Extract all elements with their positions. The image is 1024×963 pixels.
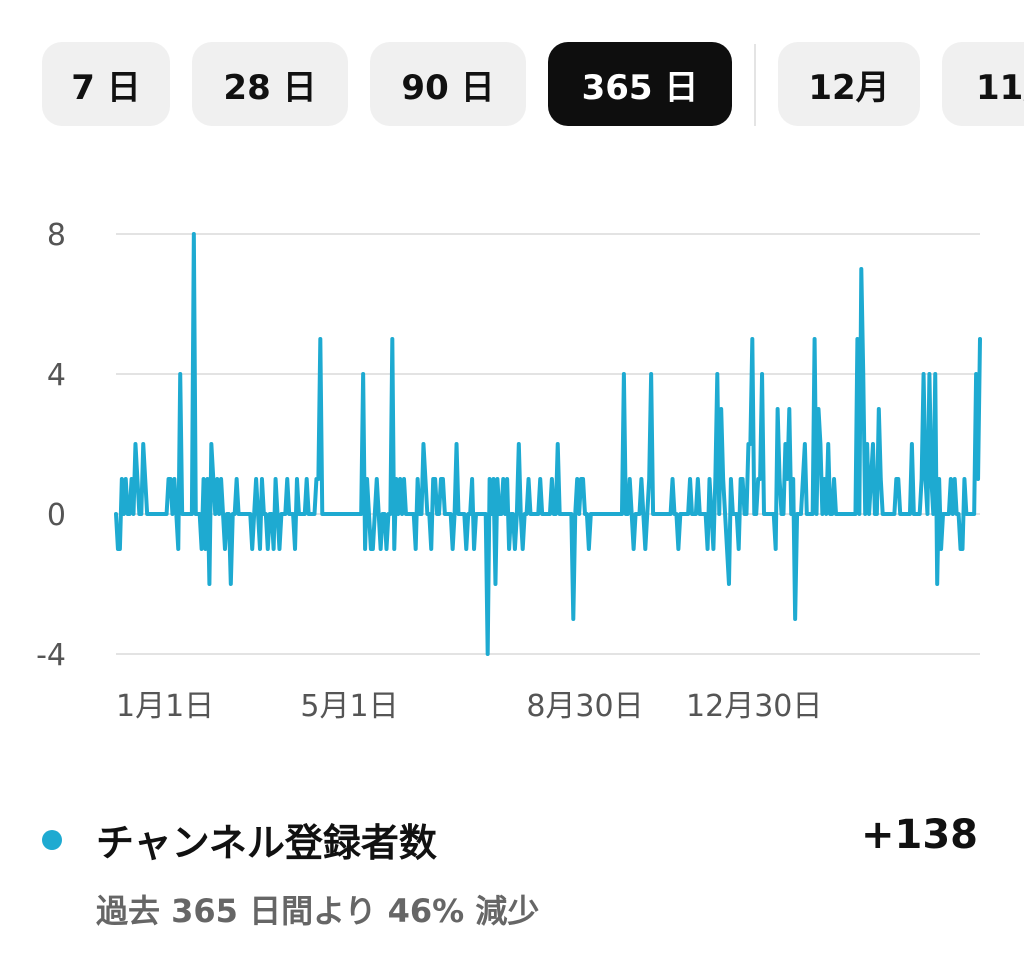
x-tick-label: 8月30日 xyxy=(526,689,643,724)
tab-28-days[interactable]: 28 日 xyxy=(192,42,348,126)
chart-svg: 8 4 0 -4 1月1日 5月1日 8月30日 12月30日 xyxy=(36,218,982,724)
tab-december[interactable]: 12月 xyxy=(778,42,920,126)
y-tick-label: 8 xyxy=(47,218,66,253)
x-tick-label: 1月1日 xyxy=(116,689,214,724)
metric-comparison: 過去 365 日間より 46% 減少 xyxy=(96,892,540,930)
tab-divider xyxy=(754,44,756,126)
legend-dot xyxy=(42,830,62,850)
period-tabs: 7 日 28 日 90 日 365 日 12月 11月 xyxy=(0,0,1024,160)
metric-total: +138 xyxy=(860,812,978,858)
y-tick-label: 0 xyxy=(47,498,66,533)
y-tick-label: 4 xyxy=(47,358,66,393)
subscribers-line-chart: 8 4 0 -4 1月1日 5月1日 8月30日 12月30日 xyxy=(0,180,1024,740)
tab-7-days[interactable]: 7 日 xyxy=(42,42,170,126)
series-line-subscribers xyxy=(114,232,982,656)
y-tick-label: -4 xyxy=(36,638,66,673)
metric-label: チャンネル登録者数 xyxy=(96,821,437,865)
tab-365-days[interactable]: 365 日 xyxy=(548,42,732,126)
x-tick-label: 5月1日 xyxy=(300,689,398,724)
x-tick-label: 12月30日 xyxy=(686,689,822,724)
tab-90-days[interactable]: 90 日 xyxy=(370,42,526,126)
tab-november[interactable]: 11月 xyxy=(942,42,1024,126)
